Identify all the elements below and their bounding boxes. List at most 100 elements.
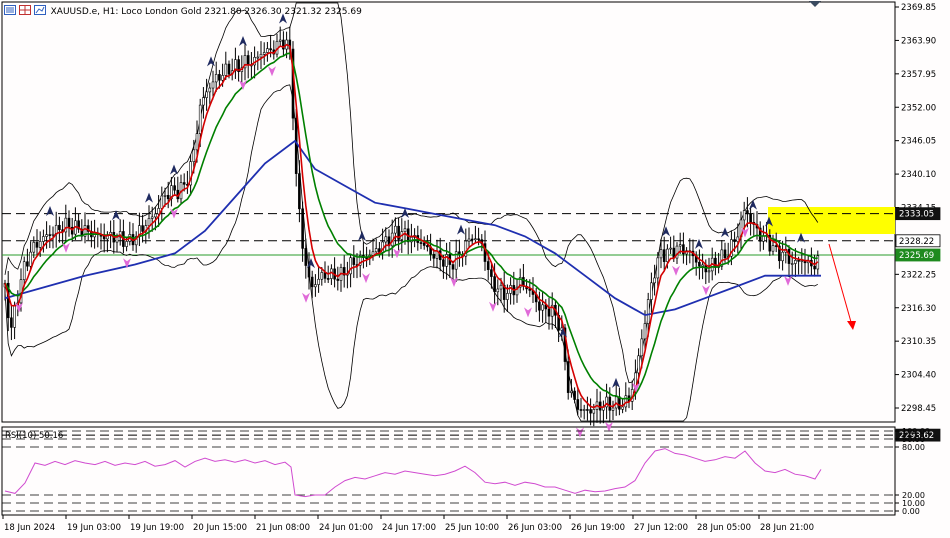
supply-zone-highlight — [768, 207, 895, 234]
price-tick-label: 2363.90 — [901, 36, 936, 46]
rsi-tick-label: 20.00 — [902, 491, 925, 500]
price-level-label: 2333.05 — [899, 210, 934, 220]
rsi-tick-label: 90.00 — [902, 435, 925, 444]
buy-signal-arrow — [170, 164, 178, 175]
chart-icon[interactable] — [33, 5, 46, 18]
price-tick-label: 2316.30 — [901, 304, 936, 314]
price-tick-label: 2346.05 — [901, 137, 936, 147]
candle-body — [384, 236, 388, 243]
candle-body — [323, 272, 327, 279]
candle-body — [198, 104, 202, 135]
forecast-arrow — [828, 243, 856, 330]
candle-body — [320, 272, 324, 280]
candle-body — [493, 276, 496, 293]
chart-header: XAUUSD.e, H1: Loco London Gold 2321.80 2… — [4, 5, 362, 18]
candle-body — [358, 255, 362, 266]
sell-signal-arrow — [393, 248, 401, 259]
candle-body — [349, 257, 352, 275]
candle-body — [22, 261, 26, 280]
time-tick-label: 26 Jun 19:00 — [571, 523, 625, 533]
candle-body — [170, 185, 173, 200]
candle-body — [794, 260, 797, 264]
slow-ma-line — [4, 139, 821, 317]
candle-body — [422, 242, 426, 246]
time-tick-label: 19 Jun 03:00 — [67, 523, 121, 533]
candle-body — [749, 213, 752, 223]
time-tick-label: 28 Jun 21:00 — [760, 523, 814, 533]
candle-body — [650, 282, 653, 300]
candle-body — [470, 238, 474, 241]
candle-body — [496, 288, 500, 293]
candle-body — [432, 253, 436, 259]
candles — [3, 26, 820, 427]
sell-signal-arrow — [784, 275, 792, 286]
candle-body — [307, 265, 311, 278]
grid-icon[interactable] — [18, 5, 31, 18]
candle-body — [38, 241, 42, 248]
price-level-label: 2328.22 — [899, 237, 934, 247]
candle-body — [742, 210, 746, 221]
sell-signal-arrow — [362, 273, 370, 284]
price-tick-label: 2369.85 — [901, 3, 936, 13]
main-panel-frame — [1, 1, 896, 423]
rsi-label: RSI(10) 50.16 — [5, 431, 63, 441]
buy-signal-arrow — [765, 216, 773, 227]
candle-body — [797, 260, 800, 262]
candle-body — [659, 249, 663, 259]
candle-body — [262, 52, 266, 55]
candle-body — [301, 208, 304, 249]
candle-body — [736, 236, 740, 242]
symbol-info: XAUUSD.e, H1: Loco London Gold 2321.80 2… — [50, 7, 362, 17]
candle-body — [573, 390, 576, 400]
time-tick-label: 25 Jun 10:00 — [445, 523, 499, 533]
candle-body — [211, 81, 215, 89]
buy-signal-arrow — [145, 192, 153, 203]
candle-body — [394, 225, 397, 234]
candle-body — [269, 48, 272, 51]
candle-body — [125, 241, 128, 247]
candle-body — [208, 87, 212, 93]
candle-body — [637, 355, 640, 374]
candle-body — [490, 269, 493, 277]
candle-body — [227, 63, 231, 75]
time-tick-label: 24 Jun 01:00 — [319, 523, 373, 533]
candle-body — [374, 248, 378, 253]
sell-signal-arrow — [268, 66, 276, 77]
shift-marker-icon[interactable] — [809, 1, 821, 7]
candle-body — [768, 234, 772, 252]
candle-body — [282, 39, 285, 50]
sell-signal-arrow — [672, 265, 680, 276]
candle-body — [259, 53, 263, 58]
menu-icon[interactable] — [4, 5, 16, 18]
candle-body — [582, 409, 586, 411]
ema-fast-line — [4, 43, 819, 409]
time-axis: 18 Jun 2024 19 Jun 03:00 19 Jun 19:00 20 Ju… — [2, 515, 814, 533]
candle-body — [10, 317, 13, 328]
candle-body — [397, 225, 400, 240]
candle-body — [528, 288, 532, 291]
buy-signal-arrow — [239, 36, 247, 47]
price-tick-label: 2298.45 — [901, 404, 936, 414]
candle-body — [669, 247, 672, 250]
lower-band — [4, 84, 818, 422]
candle-body — [237, 59, 240, 72]
candle-body — [550, 304, 554, 317]
candle-body — [205, 91, 208, 98]
time-tick-label: 24 Jun 17:00 — [382, 523, 436, 533]
sell-signal-arrow — [450, 277, 458, 288]
candle-body — [58, 224, 61, 231]
buy-signal-arrow — [662, 226, 670, 237]
candle-body — [800, 260, 804, 262]
sell-signal-arrow — [524, 307, 532, 318]
candle-body — [150, 216, 154, 219]
price-level-label-box — [895, 234, 941, 248]
candle-body — [643, 323, 647, 340]
moving-averages — [4, 43, 821, 409]
candle-body — [538, 301, 541, 311]
candle-body — [509, 285, 512, 294]
candle-body — [218, 74, 221, 81]
candle-body — [682, 244, 685, 255]
candle-body — [365, 257, 368, 260]
